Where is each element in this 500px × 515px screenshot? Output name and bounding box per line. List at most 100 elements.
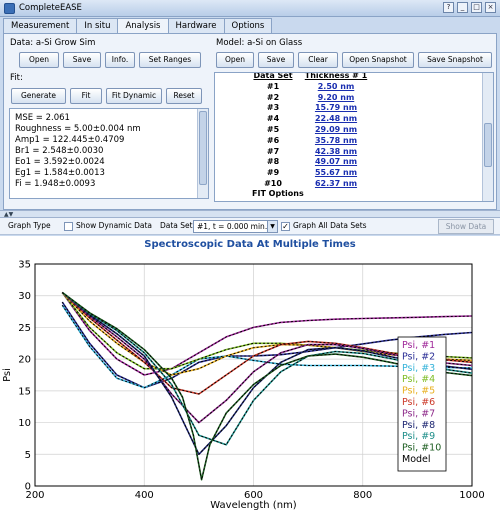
show-data-button[interactable]: Show Data [438, 219, 494, 234]
graph-area: Spectroscopic Data At Multiple Times 200 4… [0, 236, 500, 515]
thickness-link[interactable]: 42.38 nm [314, 146, 358, 156]
save-snapshot-button[interactable]: Save Snapshot [418, 52, 492, 68]
panel-splitter[interactable]: ▲▼ [0, 210, 500, 218]
dataset-cell: #9 [266, 168, 280, 178]
graph-all-checkbox[interactable]: ✓ [281, 222, 290, 231]
maximize-button[interactable]: □ [471, 2, 482, 13]
legend-box [397, 336, 447, 472]
fit-result-line: Fi = 1.948±0.0093 [15, 179, 96, 189]
fit-result-line: Br1 = 2.548±0.0030 [15, 146, 104, 156]
graph-toolbar: Graph Type Show Dynamic Data Data Set: #… [0, 218, 500, 235]
fit-dynamic-button[interactable]: Fit Dynamic [106, 88, 162, 104]
show-dynamic-checkbox[interactable] [64, 222, 73, 231]
table-row: #4 22.48 nm [245, 114, 371, 125]
thickness-link[interactable]: 22.48 nm [314, 114, 358, 124]
legend-item: Psi, #10 [402, 443, 441, 454]
legend-item: Psi, #3 [402, 363, 435, 374]
show-dynamic-label: Show Dynamic Data [76, 221, 152, 230]
table-row: #2 9.20 nm [245, 93, 371, 104]
table-row: #8 49.07 nm [245, 157, 371, 168]
fit-results-list: MSE = 2.061 Roughness = 5.00±0.004 nm Am… [9, 108, 209, 199]
thickness-link[interactable]: 29.09 nm [314, 124, 358, 134]
model-line-9 [61, 292, 473, 446]
dataset-label: Data Set: [160, 221, 196, 230]
thickness-link[interactable]: 35.78 nm [314, 135, 358, 145]
y-tick-label: 35 [18, 260, 31, 271]
model-thickness-table: Data Set Thickness # 1 #1 2.50 nm #2 9.20 … [214, 72, 494, 202]
x-tick-label: 1000 [459, 490, 484, 501]
legend-item: Psi, #2 [402, 351, 435, 362]
thickness-link[interactable]: 2.50 nm [317, 81, 355, 91]
y-tick-label: 25 [18, 323, 31, 334]
fit-button[interactable]: Fit [70, 88, 102, 104]
thickness-link[interactable]: 9.20 nm [317, 92, 355, 102]
legend-item: Psi, #9 [402, 431, 435, 442]
dataset-cell: #2 [266, 92, 280, 102]
dataset-cell: #6 [266, 135, 280, 145]
generate-button[interactable]: Generate [11, 88, 66, 104]
collapse-arrows-icon[interactable]: ▲▼ [4, 211, 14, 218]
legend-item: Psi, #4 [402, 374, 435, 385]
x-tick-label: 200 [25, 490, 44, 501]
tab-options[interactable]: Options [223, 18, 273, 33]
thickness-link[interactable]: 62.37 nm [314, 178, 358, 188]
thickness-link[interactable]: 15.79 nm [314, 103, 358, 113]
tab-analysis[interactable]: Analysis [117, 18, 169, 34]
model-line-10 [62, 292, 473, 480]
dataset-cell: #8 [266, 157, 280, 167]
table-row: #1 2.50 nm [245, 82, 371, 93]
tab-hardware[interactable]: Hardware [167, 18, 225, 33]
open-snapshot-button[interactable]: Open Snapshot [342, 52, 414, 68]
legend-item: Psi, #5 [402, 386, 435, 397]
data-open-button[interactable]: Open [19, 52, 59, 68]
thickness-link[interactable]: 49.07 nm [314, 157, 358, 167]
results-scrollbar[interactable] [197, 109, 208, 198]
dataset-cell: #1 [266, 81, 280, 91]
close-button[interactable]: × [485, 2, 496, 13]
set-ranges-button[interactable]: Set Ranges [139, 52, 201, 68]
legend-item: Psi, #7 [402, 408, 435, 419]
tab-in-situ[interactable]: In situ [76, 18, 119, 33]
fit-options-label[interactable]: FIT Options [252, 189, 304, 198]
fit-panel-title: Fit: [10, 73, 23, 83]
y-tick-label: 30 [18, 291, 31, 302]
y-tick-label: 15 [18, 386, 31, 397]
model-scrollbar[interactable] [482, 73, 493, 201]
legend-item: Psi, #6 [402, 397, 435, 408]
model-clear-button[interactable]: Clear [298, 52, 338, 68]
model-scroll-thumb[interactable] [484, 123, 492, 167]
table-row: #7 42.38 nm [245, 147, 371, 158]
data-info-button[interactable]: Info. [105, 52, 135, 68]
main-tabs: Measurement In situ Analysis Hardware Op… [3, 18, 273, 34]
y-tick-label: 10 [18, 418, 31, 429]
table-row: #6 35.78 nm [245, 136, 371, 147]
analysis-panel: Data: a-Si Grow Sim Open Save Info. Set … [3, 33, 497, 210]
thickness-link[interactable]: 55.67 nm [314, 168, 358, 178]
table-row: #3 15.79 nm [245, 103, 371, 114]
model-line-1 [61, 292, 473, 376]
dataset-cell: #5 [266, 124, 280, 134]
graph-type-label[interactable]: Graph Type [8, 221, 51, 230]
reset-button[interactable]: Reset [166, 88, 202, 104]
window-title: CompleteEASE [19, 3, 82, 13]
x-tick-label: 400 [135, 490, 154, 501]
results-scroll-thumb[interactable] [199, 111, 207, 185]
model-save-button[interactable]: Save [258, 52, 294, 68]
model-open-button[interactable]: Open [216, 52, 254, 68]
fit-result-line: Eo1 = 3.592±0.0024 [15, 157, 105, 167]
dataset-cell: #7 [266, 146, 280, 156]
graph-all-label: Graph All Data Sets [293, 221, 367, 230]
data-save-button[interactable]: Save [63, 52, 101, 68]
tab-measurement[interactable]: Measurement [3, 18, 78, 33]
x-axis-label: Wavelength (nm) [210, 500, 296, 511]
dataset-cell: #4 [266, 114, 280, 124]
fit-result-line: Eg1 = 1.584±0.0013 [15, 168, 105, 178]
x-tick-label: 800 [353, 490, 372, 501]
table-row: #9 55.67 nm [245, 168, 371, 179]
table-header: Data Set [253, 72, 293, 80]
fit-result-line: Roughness = 5.00±0.004 nm [15, 124, 141, 134]
help-button[interactable]: ? [443, 2, 454, 13]
minimize-button[interactable]: _ [457, 2, 468, 13]
dataset-select[interactable]: #1, t = 0.000 min. ▼ [193, 220, 278, 233]
